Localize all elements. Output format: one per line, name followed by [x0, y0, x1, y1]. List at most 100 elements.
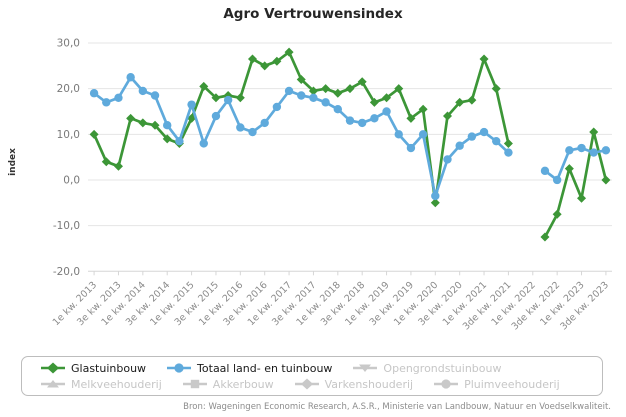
- data-point: [138, 86, 148, 96]
- data-point: [248, 54, 258, 64]
- data-point: [552, 175, 562, 185]
- y-tick-label: 0,0: [63, 174, 80, 186]
- data-point: [504, 148, 513, 157]
- data-point: [369, 97, 379, 107]
- circle-marker-icon: [434, 379, 459, 389]
- data-point: [394, 84, 404, 94]
- legend-label: Melkveehouderij: [71, 377, 162, 391]
- data-point: [370, 114, 379, 123]
- source-attribution: Bron: Wageningen Economic Research, A.S.…: [183, 402, 611, 412]
- data-point: [187, 100, 196, 109]
- data-point: [418, 130, 428, 139]
- data-point: [333, 88, 343, 98]
- diamond-marker-icon: [41, 362, 65, 374]
- legend-item-glastuinbouw[interactable]: Glastuinbouw: [40, 362, 146, 375]
- data-point: [503, 138, 513, 148]
- chart-title: Agro Vertrouwensindex: [223, 6, 403, 22]
- legend-label: Akkerbouw: [212, 377, 274, 391]
- data-point: [345, 84, 355, 94]
- data-point: [589, 127, 599, 137]
- data-point: [540, 166, 550, 176]
- data-point: [577, 193, 587, 203]
- data-point: [382, 93, 392, 103]
- triangle-up-marker-icon: [41, 380, 65, 388]
- data-point: [211, 111, 221, 121]
- data-point: [431, 191, 440, 201]
- data-point: [114, 93, 123, 102]
- data-point: [150, 91, 160, 100]
- data-point: [406, 113, 416, 123]
- data-point: [113, 161, 123, 171]
- data-point: [163, 120, 172, 130]
- data-point: [248, 127, 257, 137]
- data-point: [235, 93, 245, 103]
- legend: Glastuinbouw Totaal land- en tuinbouw Open…: [21, 356, 603, 396]
- data-point: [138, 118, 148, 128]
- y-tick-label: -10,0: [53, 220, 80, 232]
- data-point: [101, 157, 111, 167]
- data-point: [406, 143, 416, 153]
- circle-marker-icon: [167, 363, 192, 373]
- legend-item-varkenshouderij[interactable]: Varkenshouderij: [294, 378, 413, 391]
- data-point: [601, 146, 611, 155]
- diamond-marker-icon: [294, 378, 319, 390]
- data-point: [284, 86, 294, 96]
- data-point: [89, 129, 99, 139]
- legend-item-opengrondstuinbouw[interactable]: Opengrondstuinbouw: [352, 362, 501, 375]
- y-tick-label: 10,0: [57, 129, 80, 141]
- data-point: [272, 102, 282, 112]
- y-tick-label: 20,0: [57, 83, 80, 95]
- data-point: [479, 54, 489, 64]
- data-point: [394, 130, 403, 139]
- data-point: [492, 136, 501, 146]
- data-point: [491, 84, 501, 94]
- data-point: [540, 232, 550, 242]
- data-point: [442, 111, 452, 121]
- data-point: [236, 123, 245, 132]
- triangle-down-marker-icon: [353, 364, 378, 372]
- legend-label: Varkenshouderij: [324, 377, 414, 391]
- data-point: [455, 97, 465, 107]
- data-point: [102, 98, 111, 107]
- y-tick-label: 30,0: [57, 38, 80, 50]
- data-point: [150, 120, 160, 130]
- legend-label: Pluimveehouderij: [464, 377, 560, 391]
- square-marker-icon: [182, 379, 207, 389]
- data-point: [589, 148, 598, 157]
- data-point: [162, 134, 172, 144]
- legend-item-akkerbouw[interactable]: Akkerbouw: [182, 378, 274, 391]
- legend-item-pluimveehouderij[interactable]: Pluimveehouderij: [433, 378, 560, 391]
- data-point: [211, 93, 221, 103]
- data-point: [199, 139, 208, 148]
- data-point: [333, 105, 343, 114]
- data-point: [601, 175, 611, 185]
- data-point: [321, 84, 331, 94]
- data-point: [357, 77, 367, 87]
- data-point: [443, 155, 452, 164]
- data-point: [467, 132, 477, 141]
- legend-label: Totaal land- en tuinbouw: [197, 361, 333, 375]
- data-point: [430, 198, 440, 208]
- data-point: [126, 73, 135, 82]
- data-point: [272, 56, 282, 66]
- data-point: [418, 104, 428, 114]
- legend-label: Opengrondstuinbouw: [383, 361, 502, 375]
- data-point: [308, 86, 318, 96]
- data-point: [564, 164, 574, 174]
- legend-label: Glastuinbouw: [71, 361, 147, 375]
- data-point: [126, 113, 136, 123]
- data-point: [357, 118, 367, 128]
- data-point: [345, 116, 355, 125]
- data-point: [565, 146, 574, 155]
- data-point: [89, 89, 99, 98]
- legend-item-totaal-land-en-tuinbouw[interactable]: Totaal land- en tuinbouw: [166, 362, 332, 375]
- data-point: [296, 75, 306, 85]
- data-point: [284, 47, 294, 57]
- data-point: [297, 91, 306, 100]
- data-point: [321, 98, 330, 107]
- data-point: [467, 95, 477, 105]
- legend-item-melkveehouderij[interactable]: Melkveehouderij: [40, 378, 162, 391]
- data-point: [479, 127, 489, 137]
- data-point: [552, 209, 562, 219]
